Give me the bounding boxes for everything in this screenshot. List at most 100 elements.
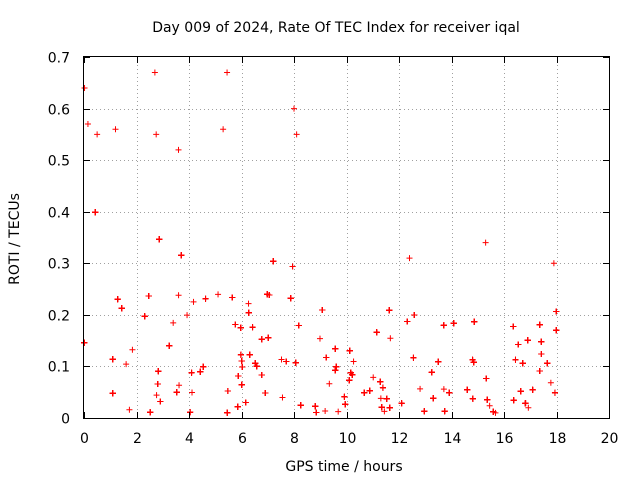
data-point (235, 373, 242, 380)
data-point (335, 408, 342, 415)
data-point (332, 345, 339, 352)
data-point (156, 236, 163, 243)
data-point (319, 307, 326, 314)
chart-title: Day 009 of 2024, Rate Of TEC Index for r… (152, 20, 520, 36)
data-point (92, 209, 99, 216)
data-point (350, 358, 357, 365)
data-point (483, 375, 490, 382)
data-point (237, 324, 244, 331)
data-point (421, 408, 428, 415)
data-point (469, 356, 476, 363)
data-point (232, 321, 239, 328)
data-point (346, 347, 353, 354)
y-axis-label: ROTI / TECUs (7, 193, 23, 285)
data-point (469, 395, 476, 402)
data-point (297, 402, 304, 409)
data-point (387, 335, 394, 342)
data-point (332, 367, 339, 374)
data-point (536, 368, 543, 375)
x-tick-label: 2 (133, 431, 142, 447)
data-point (322, 408, 329, 415)
data-point (553, 308, 560, 315)
data-point (258, 336, 265, 343)
data-point (270, 258, 277, 265)
data-point (430, 395, 437, 402)
data-point (81, 84, 88, 91)
data-point (249, 324, 256, 331)
data-point (166, 342, 173, 349)
data-point (145, 292, 152, 299)
data-point (547, 379, 554, 386)
data-point (189, 389, 196, 396)
data-point (411, 312, 418, 319)
data-point (151, 69, 158, 76)
data-point (147, 409, 154, 416)
data-point (239, 364, 246, 371)
data-point (258, 371, 265, 378)
data-point (313, 409, 320, 416)
x-tick-label: 18 (549, 431, 567, 447)
data-point (224, 409, 231, 416)
data-point (109, 390, 116, 397)
data-point (175, 146, 182, 153)
data-point (173, 389, 180, 396)
data-point (187, 409, 194, 416)
data-point (295, 322, 302, 329)
data-point (544, 360, 551, 367)
data-point (123, 361, 130, 368)
data-points (81, 69, 560, 416)
data-point (220, 126, 227, 133)
data-point (536, 321, 543, 328)
data-point (383, 395, 390, 402)
data-point (126, 406, 133, 413)
data-point (238, 358, 245, 365)
data-point (446, 389, 453, 396)
data-point (517, 388, 524, 395)
data-point (153, 392, 160, 399)
data-point (188, 369, 195, 376)
data-point (175, 292, 182, 299)
data-point (153, 131, 160, 138)
data-point (551, 389, 558, 396)
data-point (398, 400, 405, 407)
data-point (482, 239, 489, 246)
data-point (406, 255, 413, 262)
data-point (264, 291, 271, 298)
data-point (347, 369, 354, 376)
data-point (197, 368, 204, 375)
x-tick-label: 20 (601, 431, 619, 447)
data-point (118, 305, 125, 312)
y-tick-label: 0 (61, 412, 70, 428)
data-point (81, 339, 88, 346)
y-tick-label: 0.7 (48, 51, 70, 67)
data-point (510, 397, 517, 404)
data-point (417, 385, 424, 392)
data-point (366, 387, 373, 394)
data-point (470, 359, 477, 366)
data-point (464, 386, 471, 393)
data-point (312, 403, 319, 410)
data-point (190, 298, 197, 305)
data-point (440, 322, 447, 329)
data-point (316, 335, 323, 342)
data-point (215, 291, 222, 298)
data-point (154, 381, 161, 388)
data-point (341, 393, 348, 400)
data-point (471, 318, 478, 325)
data-point (490, 408, 497, 415)
grid (84, 57, 609, 418)
data-point (112, 126, 119, 133)
data-point (278, 356, 285, 363)
data-point (525, 404, 532, 411)
data-point (84, 121, 91, 128)
data-point (252, 360, 259, 367)
data-point (440, 386, 447, 393)
data-point (245, 309, 252, 316)
data-point (377, 395, 384, 402)
data-point (378, 404, 385, 411)
data-point (435, 358, 442, 365)
data-point (238, 381, 245, 388)
data-point (553, 327, 560, 334)
x-tick-label: 14 (444, 431, 462, 447)
data-point (224, 388, 231, 395)
